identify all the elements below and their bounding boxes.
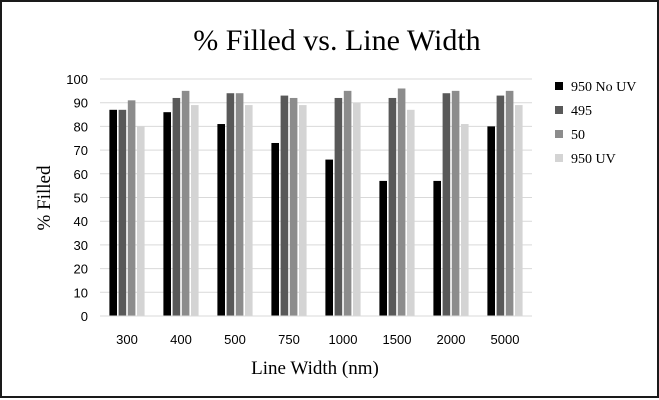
- gridlines: [100, 78, 532, 293]
- bar-495-400: [172, 97, 181, 317]
- bar-950-uv-500: [245, 105, 253, 316]
- bar-495-5000: [496, 95, 505, 316]
- bar-950-no-uv-300: [109, 109, 117, 316]
- bar-50-2000: [451, 90, 460, 316]
- legend-label: 950 UV: [571, 152, 616, 167]
- legend: 950 No UV 495 50 950 UV: [555, 80, 636, 167]
- y-tick-label: 100: [66, 72, 88, 87]
- x-axis-label: Line Width (nm): [251, 358, 379, 379]
- y-tick-label: 20: [74, 262, 88, 277]
- y-tick-label: 90: [74, 96, 88, 111]
- y-tick-label: 40: [74, 214, 88, 229]
- x-tick-label: 5000: [491, 332, 520, 347]
- y-tick-label: 60: [74, 167, 88, 182]
- legend-swatch: [555, 130, 563, 138]
- bar-950-no-uv-400: [163, 112, 171, 317]
- bar-950-no-uv-2000: [433, 180, 441, 316]
- x-tick-label: 300: [116, 332, 138, 347]
- legend-swatch: [555, 106, 563, 114]
- x-tick-label: 2000: [437, 332, 466, 347]
- bar-50-750: [289, 97, 298, 317]
- bar-495-750: [280, 95, 289, 316]
- x-axis-ticks: 300 400 500 750 1000 1500 2000 5000: [116, 332, 519, 347]
- bar-950-no-uv-1500: [379, 180, 387, 316]
- bar-495-1000: [334, 97, 343, 317]
- bars: [109, 88, 523, 317]
- bar-950-uv-5000: [515, 105, 523, 316]
- bar-950-uv-750: [299, 105, 307, 316]
- bar-950-no-uv-750: [271, 142, 279, 316]
- bar-950-no-uv-500: [217, 124, 225, 316]
- bar-950-uv-1000: [353, 102, 361, 316]
- y-tick-label: 0: [81, 309, 88, 324]
- bar-495-300: [118, 109, 127, 316]
- bar-50-500: [235, 93, 244, 316]
- bar-950-uv-400: [191, 105, 199, 316]
- bar-950-no-uv-1000: [325, 159, 333, 316]
- bar-50-1000: [343, 90, 352, 316]
- x-tick-label: 1000: [329, 332, 358, 347]
- x-tick-label: 1500: [383, 332, 412, 347]
- x-tick-label: 400: [170, 332, 192, 347]
- bar-495-500: [226, 93, 235, 316]
- bar-495-2000: [442, 93, 451, 316]
- bar-950-uv-1500: [407, 109, 415, 316]
- y-tick-label: 70: [74, 143, 88, 158]
- legend-label: 950 No UV: [571, 80, 636, 95]
- y-axis-label: % Filled: [34, 165, 55, 230]
- legend-label: 50: [571, 128, 585, 143]
- bar-50-300: [127, 100, 136, 316]
- bar-495-1500: [388, 97, 397, 317]
- y-tick-label: 50: [74, 191, 88, 206]
- x-tick-label: 750: [278, 332, 300, 347]
- y-tick-label: 80: [74, 119, 88, 134]
- bar-950-uv-300: [137, 126, 145, 317]
- bar-50-1500: [397, 88, 406, 316]
- chart-title: % Filled vs. Line Width: [193, 24, 480, 57]
- bar-950-no-uv-5000: [487, 126, 495, 317]
- legend-swatch: [555, 154, 563, 162]
- legend-label: 495: [571, 104, 592, 119]
- bar-50-5000: [505, 90, 514, 316]
- y-tick-label: 30: [74, 238, 88, 253]
- y-tick-label: 10: [74, 285, 88, 300]
- legend-swatch: [555, 82, 563, 90]
- x-tick-label: 500: [224, 332, 246, 347]
- bar-950-uv-2000: [461, 124, 469, 316]
- y-axis-ticks: 0 10 20 30 40 50 60 70 80 90 100: [66, 72, 88, 324]
- bar-50-400: [181, 90, 190, 316]
